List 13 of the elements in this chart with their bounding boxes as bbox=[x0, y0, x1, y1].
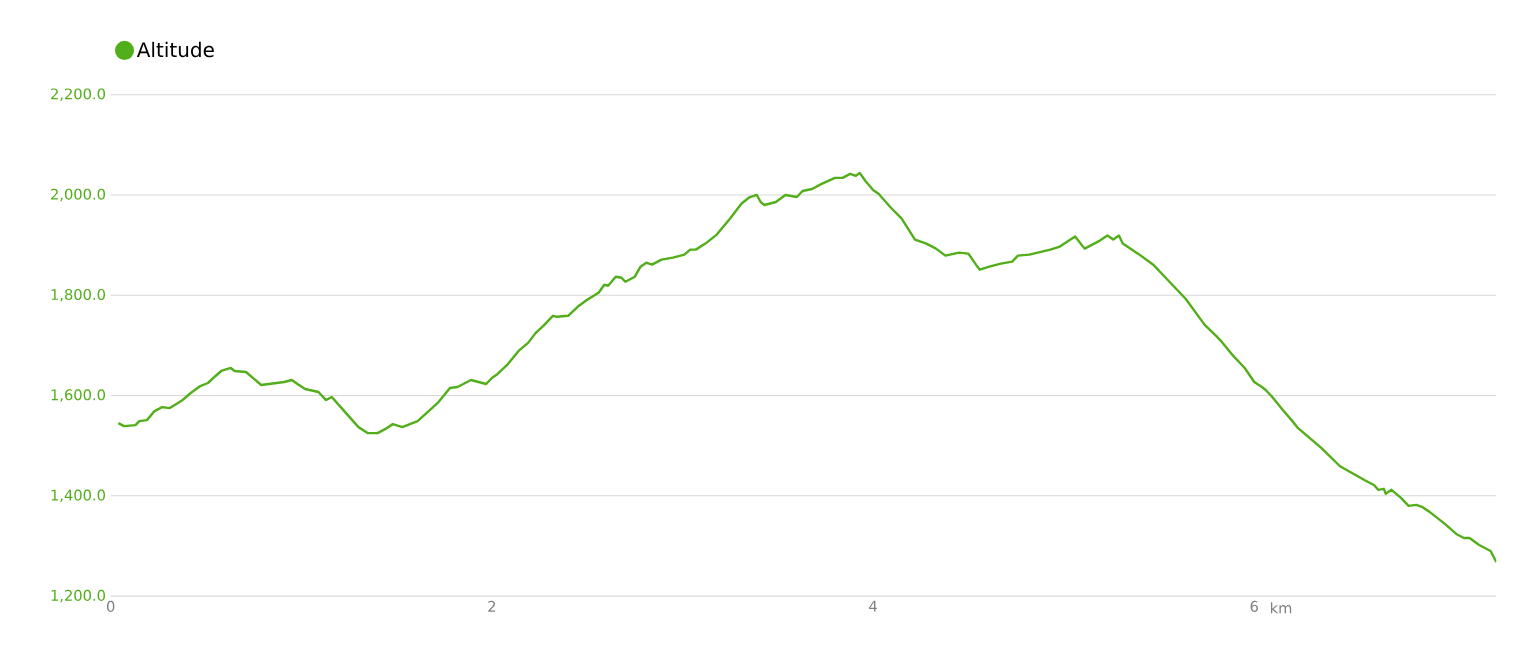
y-tick-label: 2,200.0 bbox=[51, 88, 105, 102]
line-series bbox=[117, 171, 1497, 564]
y-tick-label: 1,200.0 bbox=[51, 589, 105, 603]
x-tick-label: 2 bbox=[488, 600, 496, 612]
y-tick-label: 2,000.0 bbox=[51, 188, 105, 202]
x-tick-label: 4 bbox=[869, 600, 877, 612]
x-tick-label: 6 bbox=[1250, 600, 1258, 613]
y-tick-label: 1,400.0 bbox=[51, 489, 105, 503]
y-tick-label: 1,600.0 bbox=[51, 389, 105, 402]
x-axis-title: km bbox=[1270, 602, 1292, 614]
y-tick-label: 1,800.0 bbox=[51, 289, 105, 302]
legend-label: Altitude bbox=[136, 41, 214, 58]
x-tick-label: 0 bbox=[107, 600, 115, 613]
